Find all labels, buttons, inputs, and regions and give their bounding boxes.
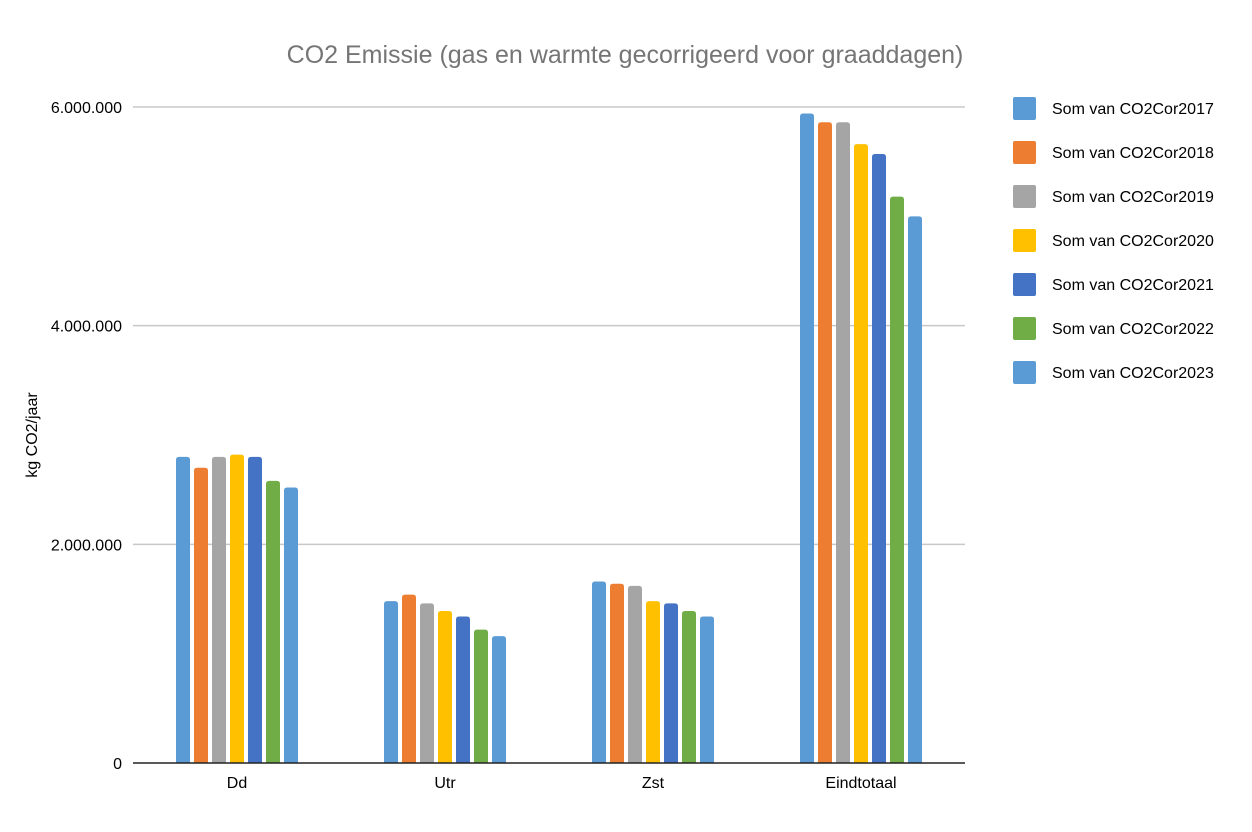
chart-title: CO2 Emissie (gas en warmte gecorrigeerd … <box>287 41 964 69</box>
bar-utr-series-5 <box>456 616 470 763</box>
legend-label: Som van CO2Cor2018 <box>1052 145 1214 162</box>
bar-utr-series-3 <box>420 603 434 763</box>
bars <box>176 113 922 764</box>
legend-swatch <box>1013 141 1036 164</box>
x-category-label: Dd <box>227 775 247 792</box>
legend-label: Som van CO2Cor2022 <box>1052 321 1214 338</box>
bar-utr-series-7 <box>492 636 506 763</box>
bar-zst-series-7 <box>700 616 714 763</box>
y-axis-ticks: 0 2.000.000 4.000.000 6.000.000 <box>51 100 122 773</box>
bar-dd-series-2 <box>194 467 208 763</box>
legend-swatch <box>1013 317 1036 340</box>
bar-zst-series-6 <box>682 611 696 763</box>
bar-zst-series-3 <box>628 585 642 763</box>
x-category-label: Utr <box>434 775 456 792</box>
bar-zst-series-5 <box>664 603 678 763</box>
bar-zst-series-4 <box>646 601 660 763</box>
bar-dd-series-6 <box>266 480 280 763</box>
bar-zst-series-2 <box>610 583 624 763</box>
legend-swatch <box>1013 273 1036 296</box>
y-tick-label: 0 <box>113 756 122 773</box>
bar-dd-series-5 <box>248 456 262 763</box>
bar-dd-series-1 <box>176 456 190 763</box>
x-axis-categories: Dd Utr Zst Eindtotaal <box>227 775 897 792</box>
bar-dd-series-4 <box>230 454 244 763</box>
bar-utr-series-6 <box>474 629 488 763</box>
y-tick-label: 4.000.000 <box>51 319 122 336</box>
bar-eindtotaal-series-1 <box>800 113 814 763</box>
legend: Som van CO2Cor2017 Som van CO2Cor2018 Som … <box>1013 97 1214 384</box>
bar-utr-series-4 <box>438 611 452 763</box>
x-category-label: Zst <box>642 775 665 792</box>
legend-swatch <box>1013 361 1036 384</box>
bar-eindtotaal-series-6 <box>890 196 904 764</box>
legend-swatch <box>1013 229 1036 252</box>
bar-eindtotaal-series-5 <box>872 154 886 764</box>
y-tick-label: 6.000.000 <box>51 100 122 117</box>
bar-zst-series-1 <box>592 581 606 763</box>
legend-label: Som van CO2Cor2021 <box>1052 277 1214 294</box>
y-tick-label: 2.000.000 <box>51 537 122 554</box>
bar-eindtotaal-series-4 <box>854 144 868 763</box>
bar-utr-series-1 <box>384 601 398 763</box>
bar-dd-series-3 <box>212 456 226 763</box>
y-axis-title: kg CO2/jaar <box>24 392 41 478</box>
legend-label: Som van CO2Cor2017 <box>1052 101 1214 118</box>
legend-label: Som van CO2Cor2020 <box>1052 233 1214 250</box>
legend-swatch <box>1013 97 1036 120</box>
bar-dd-series-7 <box>284 487 298 763</box>
legend-label: Som van CO2Cor2023 <box>1052 365 1214 382</box>
bar-eindtotaal-series-7 <box>908 216 922 764</box>
bar-eindtotaal-series-2 <box>818 122 832 764</box>
bar-eindtotaal-series-3 <box>836 122 850 764</box>
x-category-label: Eindtotaal <box>825 775 896 792</box>
bar-utr-series-2 <box>402 594 416 763</box>
legend-swatch <box>1013 185 1036 208</box>
legend-label: Som van CO2Cor2019 <box>1052 189 1214 206</box>
